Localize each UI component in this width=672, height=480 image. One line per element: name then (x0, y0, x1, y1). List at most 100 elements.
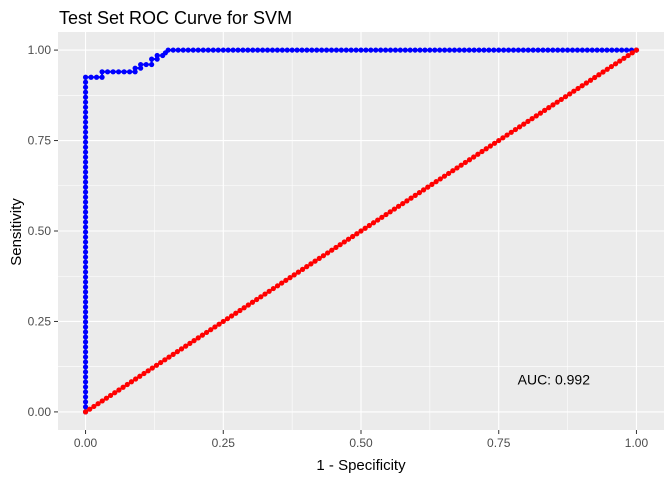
data-point (82, 134, 89, 140)
data-point (370, 220, 377, 226)
data-point (314, 47, 320, 53)
data-point (82, 169, 89, 175)
data-point (245, 47, 251, 53)
data-point (82, 119, 89, 125)
data-point (82, 399, 89, 405)
data-point (82, 404, 89, 410)
data-point (82, 364, 89, 370)
data-point (82, 164, 89, 170)
data-point (254, 296, 260, 303)
data-point (82, 214, 89, 220)
data-point (345, 236, 352, 242)
data-point (564, 47, 571, 53)
data-point (575, 85, 581, 92)
data-point (82, 384, 89, 390)
data-point (512, 126, 519, 133)
data-point (625, 52, 631, 59)
data-point (387, 47, 394, 53)
data-point (82, 389, 89, 395)
data-point (116, 69, 122, 75)
data-point (363, 47, 369, 53)
data-point (154, 52, 160, 59)
data-point (220, 47, 226, 53)
data-point (158, 359, 164, 366)
data-point (442, 47, 448, 53)
data-point (264, 47, 271, 53)
data-point (82, 304, 89, 310)
data-point (594, 47, 600, 53)
data-point (138, 61, 144, 68)
data-point (82, 339, 89, 345)
data-point (295, 269, 301, 275)
series-layer (82, 47, 640, 415)
data-point (608, 63, 615, 70)
data-point (412, 192, 418, 198)
data-point (82, 184, 89, 190)
data-point (82, 74, 89, 80)
data-point (491, 140, 498, 146)
data-point (433, 179, 439, 185)
data-point (183, 343, 189, 349)
data-point (599, 47, 605, 53)
y-tick-label: 1.00 (28, 43, 52, 57)
data-point (621, 55, 627, 61)
data-point (323, 47, 330, 53)
data-point (328, 47, 335, 53)
data-point (462, 159, 468, 166)
data-point (212, 324, 218, 330)
data-point (199, 332, 205, 338)
data-point (560, 47, 566, 53)
data-point (262, 291, 268, 297)
data-point (533, 113, 539, 119)
data-point (127, 69, 133, 75)
data-point (230, 47, 236, 53)
data-point (432, 47, 438, 53)
data-point (88, 74, 94, 80)
data-point (537, 110, 544, 116)
data-point (354, 231, 360, 237)
data-point (82, 374, 89, 380)
data-point (508, 129, 514, 135)
data-point (82, 314, 89, 320)
y-tick-label: 0.75 (28, 134, 52, 148)
data-point (319, 47, 325, 53)
data-point (180, 47, 186, 53)
data-point (378, 47, 384, 53)
data-point (479, 148, 485, 155)
data-point (215, 47, 221, 53)
data-point (99, 398, 105, 404)
data-point (208, 327, 214, 333)
data-point (270, 285, 276, 292)
data-point (82, 234, 89, 240)
data-point (481, 47, 487, 53)
data-point (612, 61, 619, 67)
data-point (99, 74, 105, 80)
chart-title: Test Set ROC Curve for SVM (59, 8, 292, 28)
data-point (408, 195, 414, 201)
data-point (82, 299, 89, 305)
data-point (437, 176, 443, 182)
data-point (416, 190, 423, 196)
data-point (483, 146, 489, 152)
data-point (312, 258, 318, 264)
data-point (82, 239, 89, 245)
data-point (291, 272, 297, 278)
data-point (82, 379, 89, 385)
data-point (392, 47, 399, 53)
data-point (82, 324, 89, 330)
data-point (279, 47, 285, 53)
data-point (425, 184, 431, 190)
data-point (224, 316, 231, 322)
data-point (82, 194, 89, 200)
data-point (82, 319, 89, 325)
data-point (82, 329, 89, 335)
data-point (82, 94, 89, 100)
data-point (337, 242, 343, 248)
data-point (269, 47, 276, 53)
data-point (600, 69, 606, 75)
x-tick-label: 0.75 (487, 436, 511, 450)
data-point (82, 174, 89, 180)
data-point (82, 154, 89, 160)
data-point (299, 47, 305, 53)
data-point (137, 373, 143, 379)
